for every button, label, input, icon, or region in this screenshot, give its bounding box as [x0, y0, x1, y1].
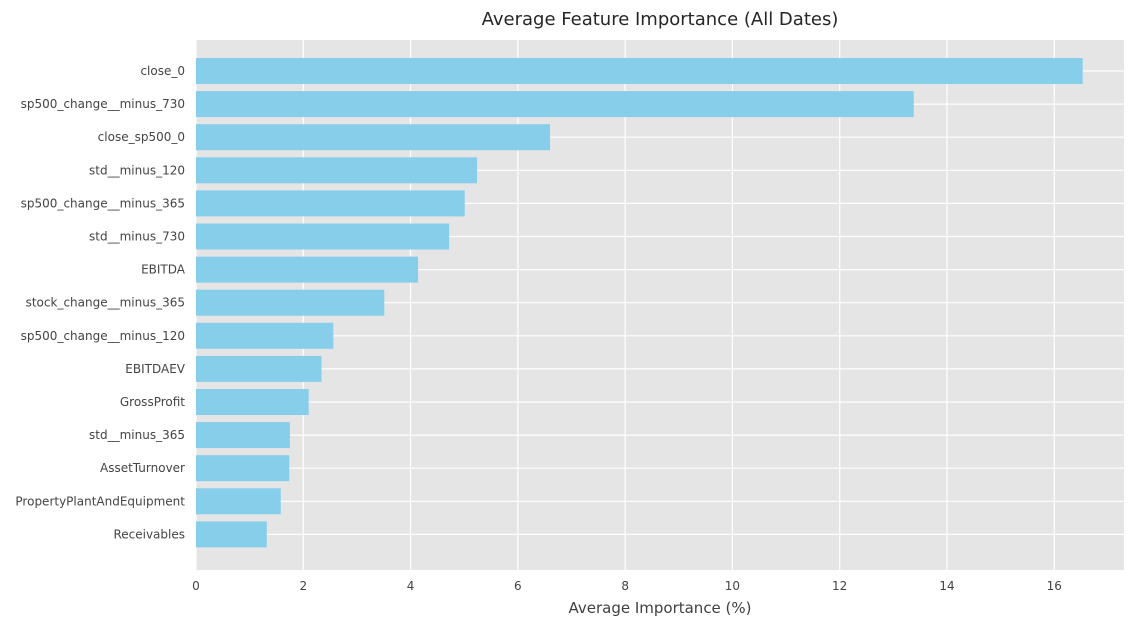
x-tick-label: 4: [407, 579, 415, 593]
y-tick-label: close_sp500_0: [98, 130, 185, 144]
bar-GrossProfit: [196, 389, 309, 415]
y-tick-label: stock_change__minus_365: [26, 296, 185, 310]
y-tick-label: std__minus_365: [89, 428, 185, 442]
bar-AssetTurnover: [196, 455, 290, 482]
y-tick-label: GrossProfit: [120, 395, 185, 409]
bars: [196, 58, 1083, 548]
bar-EBITDAEV: [196, 355, 322, 382]
y-tick-label: sp500_change__minus_365: [21, 196, 185, 210]
x-tick-label: 16: [1047, 579, 1062, 593]
y-tick-label: std__minus_120: [89, 163, 185, 177]
x-tick-label: 14: [939, 579, 954, 593]
x-tick-label: 2: [299, 579, 307, 593]
bar-close_0: [196, 58, 1083, 84]
chart-title: Average Feature Importance (All Dates): [482, 9, 839, 30]
bar-sp500_change__minus_365: [196, 190, 465, 217]
bar-stock_change__minus_365: [196, 289, 385, 316]
bar-std__minus_730: [196, 223, 450, 250]
y-tick-label: EBITDA: [141, 263, 186, 277]
x-axis-label: Average Importance (%): [568, 599, 751, 617]
y-tick-label: EBITDAEV: [125, 362, 186, 376]
y-tick-label: close_0: [140, 64, 185, 78]
x-tick-label: 12: [832, 579, 847, 593]
bar-std__minus_120: [196, 157, 478, 184]
bar-sp500_change__minus_120: [196, 322, 334, 349]
y-tick-label: std__minus_730: [89, 230, 185, 244]
x-tick-label: 6: [514, 579, 522, 593]
bar-sp500_change__minus_730: [196, 91, 914, 118]
x-tick-label: 8: [621, 579, 629, 593]
y-tick-labels: close_0 sp500_change__minus_730 close_sp50…: [15, 64, 185, 541]
y-tick-label: AssetTurnover: [100, 461, 185, 475]
y-tick-label: sp500_change__minus_730: [21, 97, 185, 111]
bar-close_sp500_0: [196, 124, 551, 151]
x-tick-label: 0: [192, 579, 200, 593]
y-tick-label: Receivables: [113, 527, 185, 541]
bar-EBITDA: [196, 256, 419, 283]
x-tick-labels: 0 2 4 6 8 10 12 14 16: [192, 579, 1062, 593]
y-tick-label: sp500_change__minus_120: [21, 329, 185, 343]
bar-Receivables: [196, 521, 267, 548]
y-tick-label: PropertyPlantAndEquipment: [15, 494, 185, 508]
x-tick-label: 10: [725, 579, 740, 593]
bar-std__minus_365: [196, 422, 290, 449]
bar-PropertyPlantAndEquipment: [196, 488, 281, 515]
